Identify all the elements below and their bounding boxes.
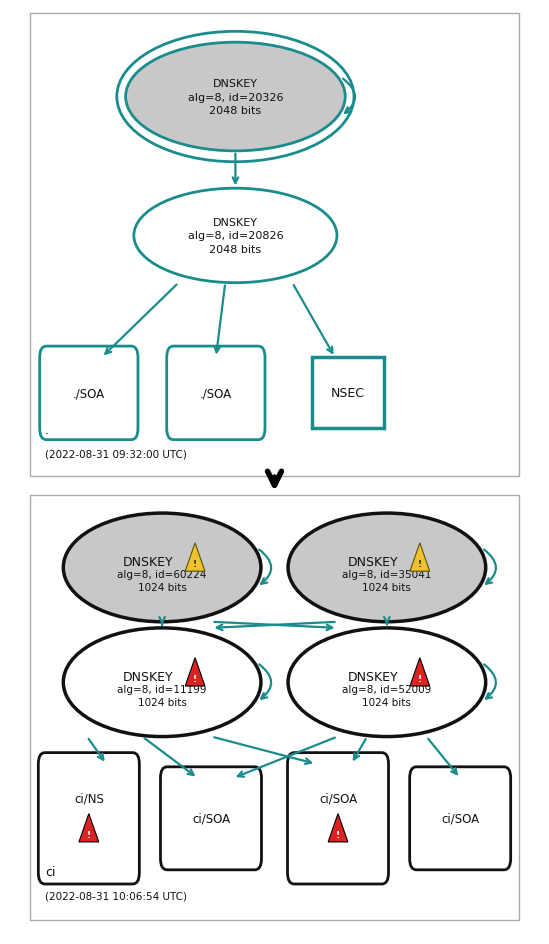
- FancyArrowPatch shape: [259, 550, 271, 584]
- Bar: [30, 496, 519, 920]
- Ellipse shape: [63, 514, 261, 622]
- Text: (2022-08-31 10:06:54 UTC): (2022-08-31 10:06:54 UTC): [45, 891, 187, 901]
- FancyArrowPatch shape: [484, 550, 496, 584]
- Ellipse shape: [63, 629, 261, 736]
- Text: alg=8, id=35041
1024 bits: alg=8, id=35041 1024 bits: [342, 569, 432, 593]
- Text: alg=8, id=52009
1024 bits: alg=8, id=52009 1024 bits: [342, 684, 432, 707]
- Ellipse shape: [288, 629, 486, 736]
- Text: alg=8, id=11199
1024 bits: alg=8, id=11199 1024 bits: [117, 684, 207, 707]
- FancyBboxPatch shape: [160, 767, 261, 870]
- Text: NSEC: NSEC: [331, 387, 365, 400]
- Text: ci/NS: ci/NS: [74, 791, 104, 804]
- Text: !: !: [193, 560, 197, 568]
- FancyBboxPatch shape: [40, 346, 138, 440]
- Bar: [30, 14, 519, 477]
- FancyArrowPatch shape: [343, 79, 355, 114]
- Ellipse shape: [288, 514, 486, 622]
- Polygon shape: [185, 544, 205, 572]
- Text: ./SOA: ./SOA: [73, 387, 105, 400]
- FancyBboxPatch shape: [410, 767, 511, 870]
- FancyArrowPatch shape: [484, 665, 496, 699]
- Text: DNSKEY: DNSKEY: [123, 670, 173, 683]
- Ellipse shape: [134, 189, 337, 283]
- FancyBboxPatch shape: [38, 753, 139, 884]
- Text: (2022-08-31 09:32:00 UTC): (2022-08-31 09:32:00 UTC): [45, 449, 187, 459]
- Polygon shape: [328, 814, 348, 842]
- Text: !: !: [193, 674, 197, 683]
- Text: ci/SOA: ci/SOA: [192, 812, 230, 825]
- Text: ci/SOA: ci/SOA: [441, 812, 479, 825]
- FancyBboxPatch shape: [288, 753, 389, 884]
- Polygon shape: [79, 814, 99, 842]
- Text: ci/SOA: ci/SOA: [319, 791, 357, 804]
- Text: DNSKEY: DNSKEY: [123, 556, 173, 568]
- Bar: [312, 358, 384, 429]
- Text: !: !: [336, 830, 340, 839]
- Polygon shape: [410, 658, 430, 686]
- Polygon shape: [185, 658, 205, 686]
- Text: !: !: [87, 830, 91, 839]
- Text: ./SOA: ./SOA: [200, 387, 232, 400]
- Text: DNSKEY
alg=8, id=20326
2048 bits: DNSKEY alg=8, id=20326 2048 bits: [188, 79, 283, 115]
- Text: DNSKEY: DNSKEY: [348, 670, 399, 683]
- FancyBboxPatch shape: [167, 346, 265, 440]
- Text: !: !: [418, 674, 422, 683]
- Text: !: !: [418, 560, 422, 568]
- Text: DNSKEY
alg=8, id=20826
2048 bits: DNSKEY alg=8, id=20826 2048 bits: [188, 218, 283, 254]
- Text: DNSKEY: DNSKEY: [348, 556, 399, 568]
- Ellipse shape: [126, 43, 345, 152]
- Text: .: .: [45, 424, 49, 437]
- Text: alg=8, id=60224
1024 bits: alg=8, id=60224 1024 bits: [117, 569, 207, 593]
- Text: ci: ci: [45, 866, 55, 878]
- FancyArrowPatch shape: [259, 665, 271, 699]
- Polygon shape: [410, 544, 430, 572]
